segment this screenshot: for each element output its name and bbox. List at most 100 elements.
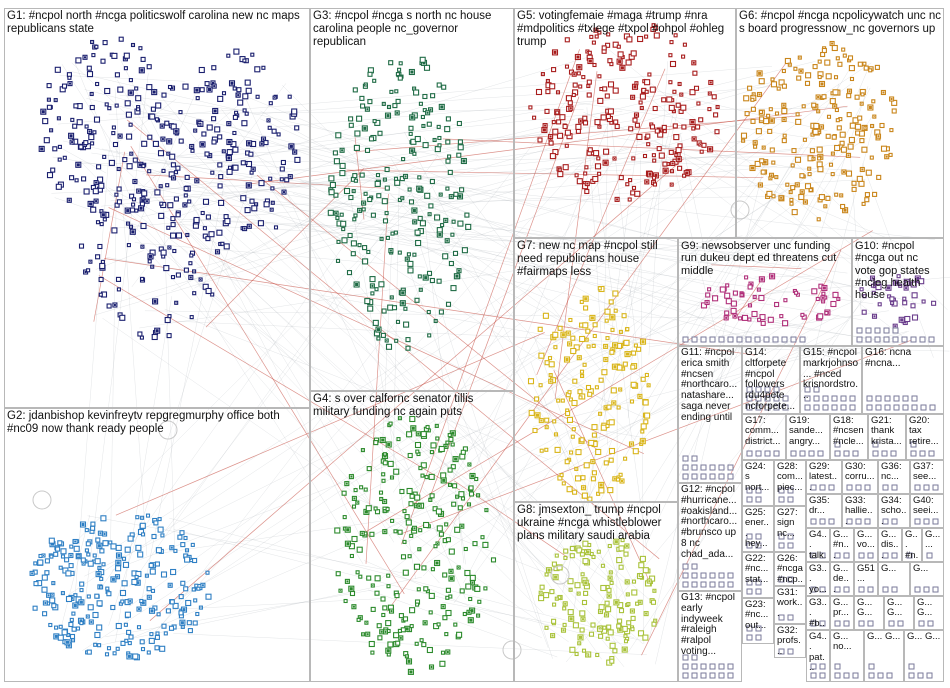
graph-node-fill <box>193 270 195 272</box>
graph-node <box>60 554 66 559</box>
graph-node <box>65 570 72 577</box>
graph-node <box>407 554 412 559</box>
graph-node <box>104 87 111 95</box>
graph-node <box>381 478 386 483</box>
graph-edge <box>430 96 580 495</box>
graph-node <box>403 306 408 311</box>
graph-node <box>375 173 381 178</box>
graph-node <box>232 130 237 136</box>
graph-node <box>86 552 91 557</box>
graph-node-fill <box>230 81 234 85</box>
graph-node-fill <box>359 616 362 619</box>
graph-node <box>46 172 54 179</box>
graph-node <box>46 104 52 110</box>
graph-node-fill <box>172 176 175 179</box>
graph-node <box>98 182 105 189</box>
graph-node <box>385 507 390 512</box>
graph-node <box>328 189 335 196</box>
graph-node <box>116 287 121 292</box>
graph-node-fill <box>346 580 349 583</box>
graph-node <box>415 239 422 247</box>
group-label: G... no... <box>833 632 852 653</box>
graph-edge <box>108 187 571 426</box>
graph-edge <box>115 332 545 516</box>
group-label: G6: #ncpol #ncga ncpolicywatch unc nc s … <box>739 10 941 35</box>
graph-node <box>214 126 221 133</box>
graph-edge <box>196 216 383 269</box>
graph-node <box>398 61 403 66</box>
graph-edge <box>390 157 568 459</box>
graph-node <box>51 603 57 609</box>
graph-edge <box>346 169 764 179</box>
group-panel-g28: G28: com... piec... <box>774 460 806 506</box>
graph-node <box>447 154 452 159</box>
group-panel-g26: G26: #ncga #ncp... <box>774 552 806 586</box>
graph-edge <box>530 361 624 616</box>
graph-edge <box>633 332 755 449</box>
graph-node <box>352 217 357 222</box>
graph-node-fill <box>386 114 390 118</box>
graph-node <box>180 542 186 548</box>
graph-node <box>424 192 431 199</box>
graph-node-fill <box>167 139 171 143</box>
group-panel-g3a: G3... #b... <box>806 596 830 630</box>
graph-node-fill <box>99 532 102 535</box>
graph-node-fill <box>152 90 156 94</box>
graph-edge <box>562 107 679 593</box>
graph-node-fill <box>386 340 388 341</box>
group-panel-g3b: G... pr... <box>830 596 854 630</box>
graph-edge <box>74 61 131 198</box>
group-panel-g37: G37: see... <box>910 460 944 494</box>
graph-node-fill <box>341 149 344 152</box>
graph-node <box>465 223 472 230</box>
graph-node <box>86 71 94 78</box>
graph-edge <box>553 64 853 556</box>
graph-edge <box>142 208 364 565</box>
graph-node <box>204 81 210 87</box>
graph-node <box>205 570 210 575</box>
graph-node <box>448 548 455 555</box>
graph-node <box>187 199 192 204</box>
graph-node <box>423 521 430 529</box>
graph-node-fill <box>48 99 50 101</box>
graph-edge <box>198 285 611 583</box>
graph-node <box>348 122 354 128</box>
graph-node <box>124 638 129 643</box>
graph-edge <box>566 274 827 365</box>
graph-node <box>54 66 61 73</box>
graph-node <box>405 345 411 351</box>
graph-node <box>84 528 89 533</box>
graph-node-fill <box>129 91 133 95</box>
graph-node-fill <box>161 125 164 128</box>
graph-node <box>430 93 436 99</box>
graph-node <box>429 178 435 185</box>
graph-edge <box>536 68 666 376</box>
graph-node <box>193 598 198 603</box>
graph-node <box>92 553 97 558</box>
graph-edge <box>680 133 711 279</box>
graph-node <box>223 243 230 250</box>
graph-node <box>123 622 128 627</box>
graph-node <box>108 540 113 545</box>
graph-node-fill <box>51 542 54 546</box>
graph-node <box>165 183 170 188</box>
graph-node-fill <box>424 276 428 280</box>
graph-node <box>95 81 100 87</box>
graph-node <box>115 276 122 282</box>
graph-node-fill <box>69 554 72 557</box>
graph-node-fill <box>442 605 445 608</box>
graph-node <box>472 541 478 547</box>
graph-node <box>226 168 233 175</box>
graph-edge <box>165 241 388 531</box>
graph-node-fill <box>89 202 93 206</box>
graph-edge <box>69 62 872 595</box>
graph-node <box>121 580 128 587</box>
graph-node <box>381 308 387 314</box>
graph-node <box>65 595 73 603</box>
graph-node <box>445 301 452 307</box>
graph-node <box>251 205 258 212</box>
graph-node <box>397 75 403 81</box>
graph-node-fill <box>77 555 79 557</box>
graph-node <box>407 187 412 192</box>
graph-node <box>120 640 126 646</box>
